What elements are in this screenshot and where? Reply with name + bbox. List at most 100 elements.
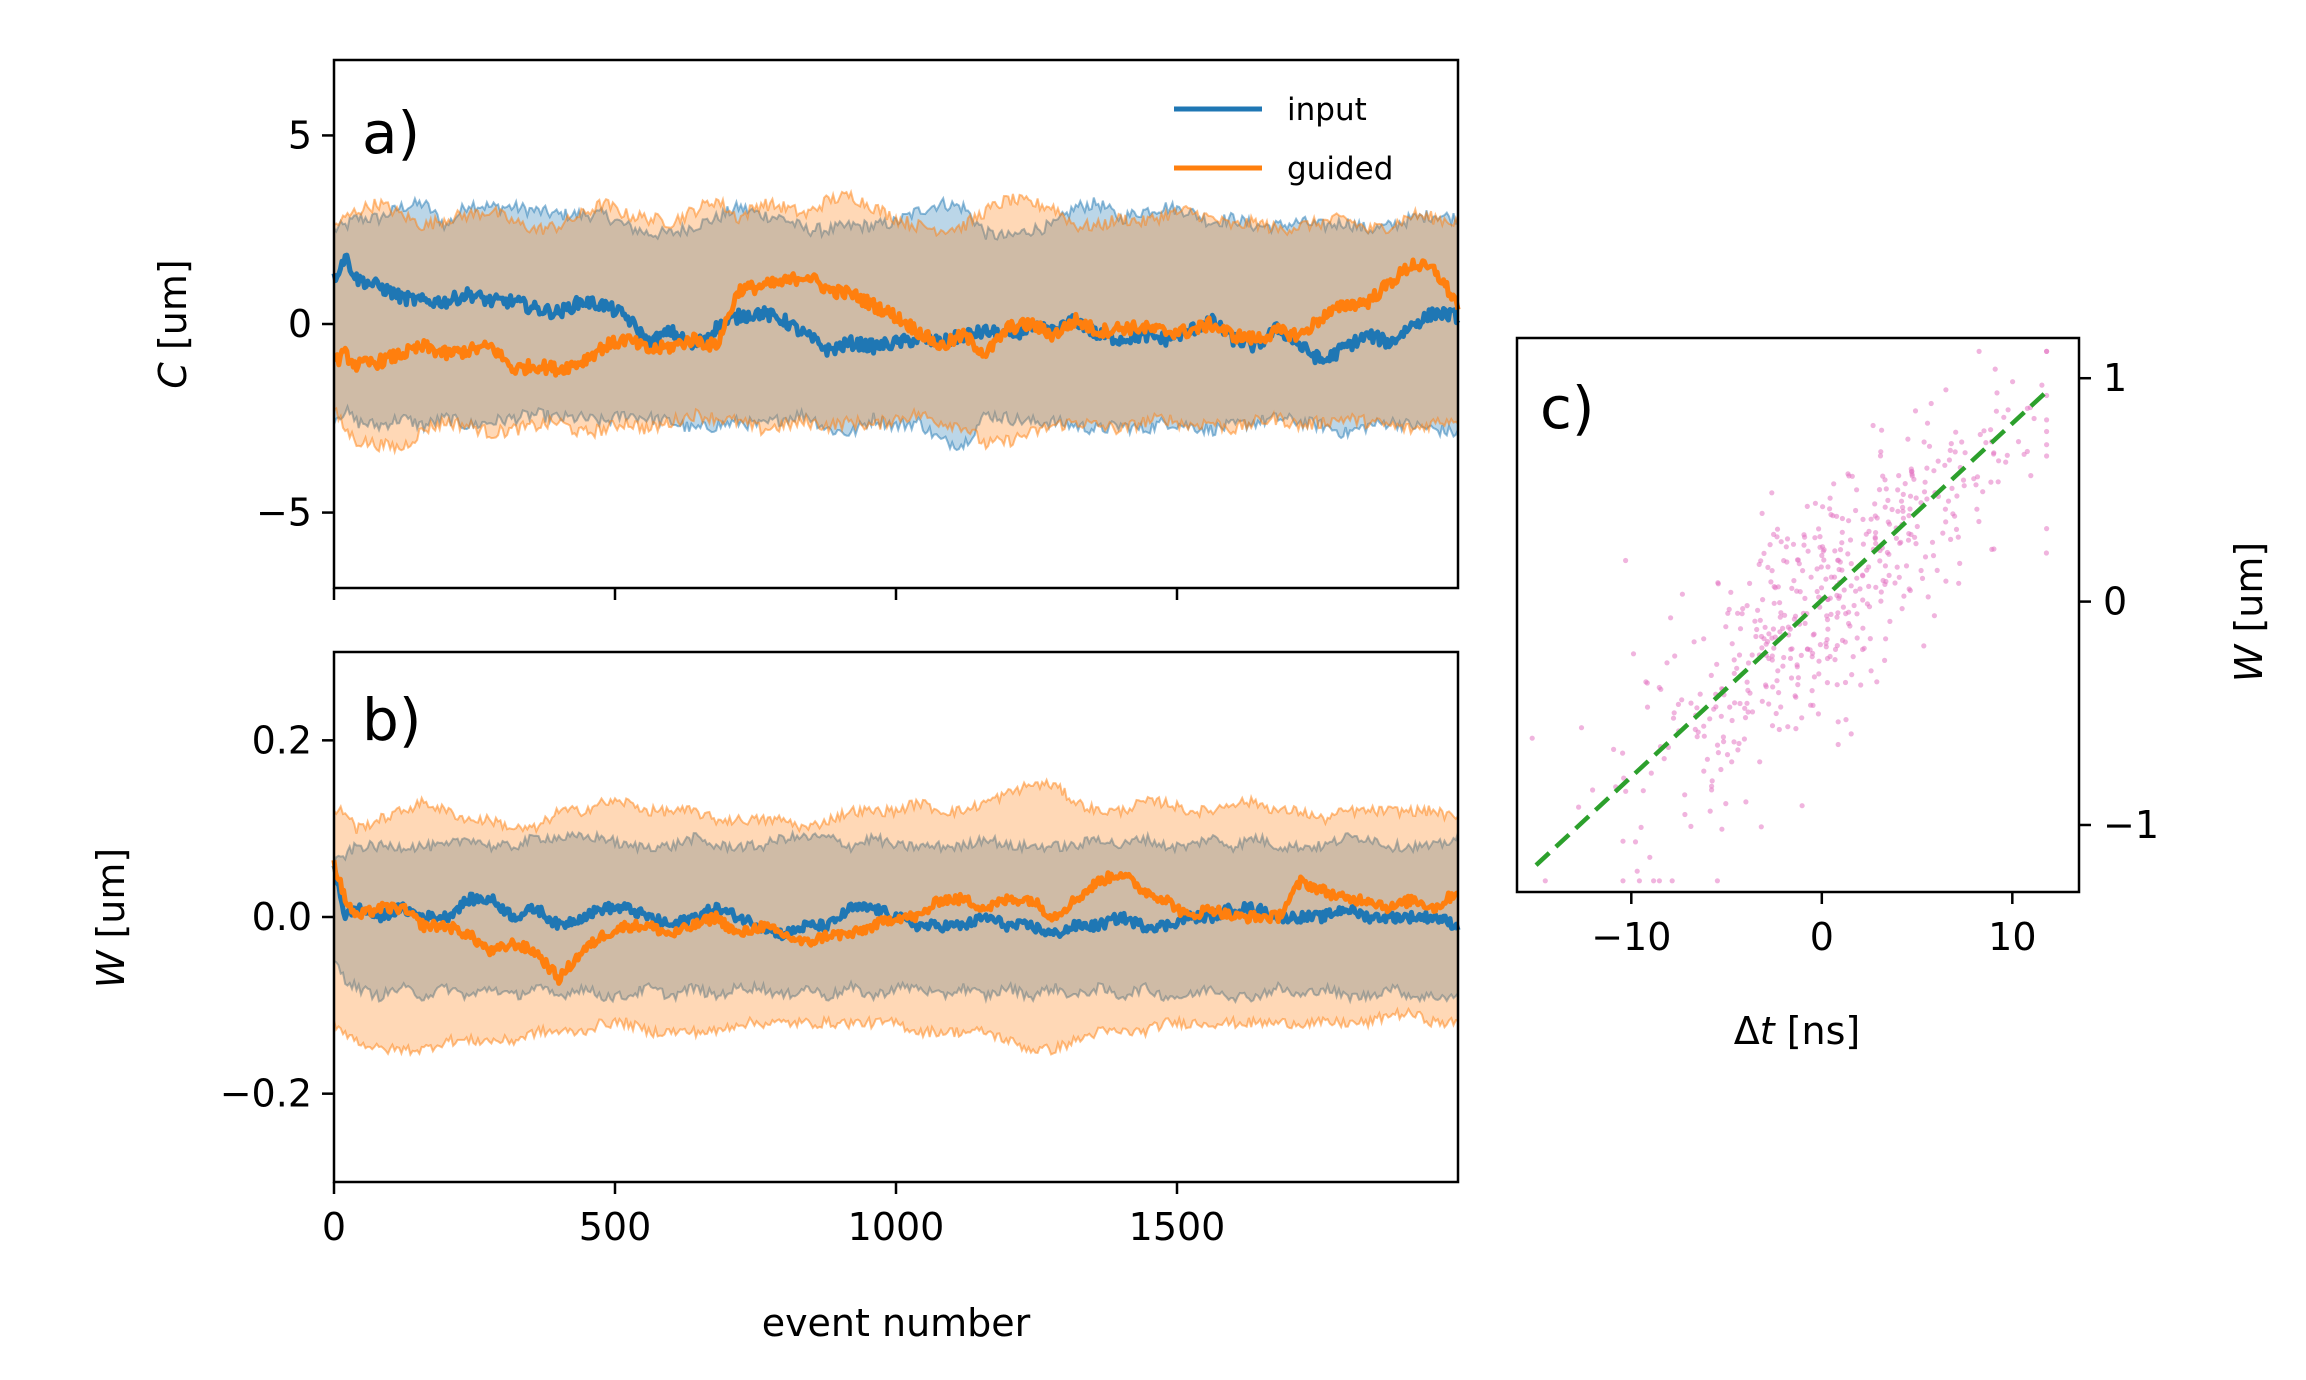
c-scatter-point [1769,657,1775,663]
c-scatter-point [1896,473,1902,479]
c-scatter-point [1825,564,1831,570]
c-scatter-point [1840,604,1846,610]
c-scatter-point [1996,458,2002,464]
c-scatter-point [1793,694,1799,700]
c-scatter-point [1688,823,1694,830]
c-scatter-point [1835,719,1841,725]
c-scatter-point [1882,504,1888,510]
c-scatter-point [1781,558,1787,564]
c-scatter-point [1789,585,1795,592]
c-scatter-point [1906,531,1912,537]
c-scatter-point [1913,541,1919,547]
c-scatter-point [1769,490,1775,496]
c-scatter-point [1854,487,1860,493]
a-ytick-label: 0 [288,302,312,346]
c-scatter-point [1823,640,1829,646]
c-scatter-point [1953,526,1960,533]
c-scatter-point [1671,710,1677,716]
b-xtick-label: 500 [579,1205,652,1249]
c-scatter-point [1842,679,1849,686]
c-scatter-point [1794,588,1800,594]
c-scatter-point [1831,574,1838,580]
c-scatter-point [1993,408,1999,414]
c-scatter-point [1707,808,1713,814]
c-scatter-point [1754,626,1760,633]
c-scatter-point [1745,709,1751,715]
c-scatter-point [1835,741,1841,748]
c-scatter-point [1983,440,1989,446]
c-scatter-point [1744,679,1750,685]
c-scatter-point [1931,613,1937,619]
c-scatter-point [1777,629,1783,635]
c-scatter-point [1849,672,1855,678]
c-scatter-point [1742,705,1748,711]
c-scatter-point [1991,451,1997,457]
c-scatter-point [1725,610,1731,616]
c-scatter-point [1821,547,1827,553]
c-scatter-point [1651,878,1657,884]
c-scatter-point [1815,711,1821,717]
c-scatter-point [1898,498,1905,504]
c-scatter-point [1973,482,1979,488]
c-scatter-point [1812,500,1818,506]
c-scatter-point [1821,557,1827,563]
c-scatter-point [1882,563,1888,569]
c-scatter-point [2044,348,2050,354]
c-scatter-point [1771,645,1777,651]
c-scatter-point [1790,541,1797,547]
c-scatter-point [1942,462,1948,468]
b-ytick-label: 0.0 [252,895,312,939]
c-scatter-point [1860,541,1866,547]
c-scatter-point [1835,557,1841,563]
c-scatter-point [2003,459,2009,465]
c-scatter-point [1718,713,1724,719]
c-scatter-point [1828,611,1834,618]
panel-a: −5 0 5 a) C [um] input guided [151,58,1461,600]
c-scatter-point [1611,746,1617,753]
c-scatter-point [1749,709,1756,715]
b-ytick-label: −0.2 [220,1072,312,1116]
c-scatter-point [1682,811,1688,818]
c-scatter-point [2024,405,2030,411]
c-scatter-point [1632,839,1639,845]
c-scatter-point [1787,655,1794,662]
c-scatter-point [1715,581,1721,587]
c-scatter-point [1713,704,1719,710]
c-scatter-point [1830,513,1836,519]
c-scatter-point [1952,449,1958,455]
c-ytick-label: −1 [2103,803,2159,847]
c-scatter-point [1914,523,1920,530]
c-scatter-point [1719,826,1725,832]
c-scatter-point [1776,690,1782,696]
c-scatter-point [1805,548,1811,554]
c-scatter-point [1731,657,1737,663]
c-scatter-point [1799,715,1805,721]
c-scatter-point [1758,824,1764,830]
c-scatter-point [1768,579,1774,585]
c-scatter-point [1919,575,1926,582]
c-scatter-point [1778,704,1784,710]
c-scatter-points [1529,348,2050,884]
c-scatter-point [1857,586,1863,592]
c-scatter-point [1798,652,1804,659]
c-scatter-point [1744,603,1750,609]
c-scatter-point [1854,635,1860,641]
b-xtick-label: 0 [322,1205,346,1249]
c-scatter-point [1818,585,1825,591]
c-scatter-point [1729,717,1735,724]
c-scatter-point [1620,750,1626,756]
c-scatter-point [1802,534,1808,540]
c-scatter-point [1924,420,1931,426]
c-scatter-point [1737,700,1743,707]
c-scatter-point [1900,508,1906,514]
c-scatter-point [1675,701,1681,708]
c-scatter-point [2044,442,2050,448]
legend-label-input: input [1287,92,1367,128]
c-scatter-point [1734,665,1740,671]
c-scatter-point [1913,495,1919,501]
c-scatter-point [1981,428,1987,434]
c-scatter-point [1757,759,1763,765]
c-x-ticks: −10 0 10 [1591,892,2037,959]
c-scatter-point [1755,607,1761,613]
c-scatter-point [1756,561,1762,568]
